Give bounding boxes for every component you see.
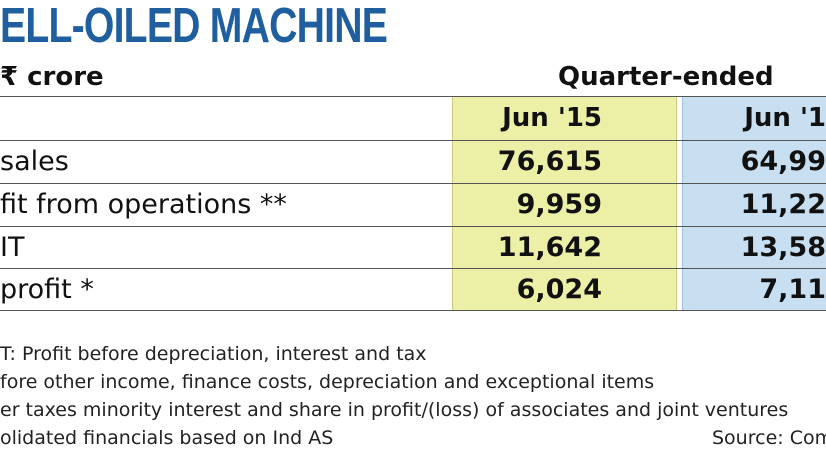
cell-pbdit-jun15: 11,642 — [497, 232, 602, 263]
row-label-operations: fit from operations ** — [0, 189, 287, 220]
column-jun16-band — [682, 96, 826, 310]
cell-pbdit-jun16: 13,58 — [740, 232, 826, 263]
row-divider — [0, 183, 826, 184]
header-rule — [0, 96, 826, 97]
table-title: ELL-OILED MACHINE — [0, 0, 388, 53]
column-header-jun16: Jun '1 — [744, 103, 826, 133]
table-bottom-rule — [0, 310, 826, 311]
cell-sales-jun15: 76,615 — [497, 146, 602, 177]
cell-net-profit-jun15: 6,024 — [516, 274, 602, 305]
footnote-operations: fore other income, finance costs, deprec… — [0, 371, 655, 393]
footnote-pbdit: T: Profit before depreciation, interest … — [0, 343, 427, 365]
cell-sales-jun16: 64,99 — [740, 146, 826, 177]
unit-label: ₹ crore — [0, 62, 104, 92]
row-label-net-profit: profit * — [0, 274, 94, 305]
row-label-sales: sales — [0, 146, 69, 177]
source-note: Source: Com — [712, 427, 826, 449]
row-divider — [0, 140, 826, 141]
row-divider — [0, 268, 826, 269]
quarter-ended-header: Quarter-ended — [558, 62, 774, 92]
column-jun15-band — [452, 96, 677, 310]
cell-operations-jun16: 11,22 — [740, 189, 826, 220]
cell-net-profit-jun16: 7,11 — [759, 274, 826, 305]
row-divider — [0, 226, 826, 227]
column-header-jun15: Jun '15 — [502, 103, 602, 133]
footnote-consolidated: olidated financials based on Ind AS — [0, 427, 334, 449]
row-label-pbdit: IT — [0, 232, 25, 263]
footnote-net-profit: er taxes minority interest and share in … — [0, 399, 789, 421]
cell-operations-jun15: 9,959 — [516, 189, 602, 220]
